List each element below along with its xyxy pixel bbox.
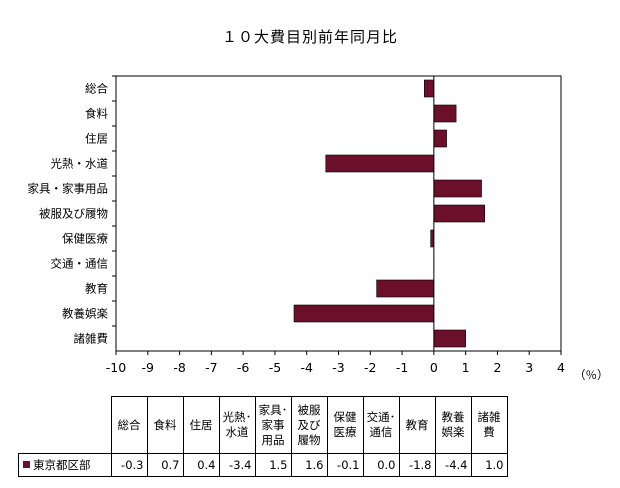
bar [376, 279, 435, 298]
bar [424, 79, 435, 98]
table-row: 東京都区部 -0.3 0.7 0.4 -3.4 1.5 1.6 -0.1 0.0 -1.8 -4.… [18, 453, 508, 477]
table-row-label: 東京都区部 [18, 453, 112, 477]
table-value-cell: -1.8 [398, 453, 436, 477]
table-header-text: 被服 [297, 402, 321, 417]
table-header-text: 履物 [297, 432, 321, 447]
table-header-text: 及び [297, 417, 321, 432]
table-header-cell: 保健 医療 [326, 396, 364, 454]
bar [293, 304, 435, 323]
series-name: 東京都区部 [33, 458, 91, 472]
x-tick-label: -6 [237, 360, 250, 375]
x-tick-label: 3 [525, 360, 533, 375]
table-value-cell: 1.6 [290, 453, 328, 477]
table-header-row: 総合 食料 住居 光熱･ 水道 家具･ 家事 用品 被服 及び 履物 保健 医療 交通･ 通信 教育 教養 娯楽諸… [18, 396, 508, 454]
x-tick-label: -7 [205, 360, 217, 375]
table-header-cell: 総合 [110, 396, 148, 454]
table-corner-cell [18, 396, 112, 454]
table-header-text: 用品 [261, 432, 285, 447]
category-label: 総合 [85, 82, 108, 96]
data-table: 総合 食料 住居 光熱･ 水道 家具･ 家事 用品 被服 及び 履物 保健 医療 交通･ 通信 教育 教養 娯楽諸… [18, 396, 508, 477]
category-label: 光熱・水道 [51, 157, 109, 171]
table-header-text: 交通･ [366, 410, 396, 424]
legend-swatch [23, 461, 30, 468]
table-value-cell: 0.7 [146, 453, 184, 477]
table-header-text: 水道 [225, 425, 249, 439]
table-header-cell: 教養 娯楽 [434, 396, 472, 454]
table-header-text: 食料 [153, 417, 177, 432]
x-tick-label: -9 [142, 360, 155, 375]
bar [433, 179, 482, 198]
table-header-cell: 被服 及び 履物 [290, 396, 328, 454]
x-tick-label: 2 [493, 360, 501, 375]
bar-chart: 総合食料住居光熱・水道家具・家事用品被服及び履物保健医療交通・通信教育教養娯楽諸… [28, 75, 609, 382]
table-header-cell: 交通･ 通信 [362, 396, 400, 454]
chart-title: １０大費目別前年同月比 [221, 28, 398, 46]
table-value-cell: -4.4 [434, 453, 472, 477]
bar [325, 154, 435, 173]
bar [433, 204, 486, 223]
table-header-text: 医療 [333, 425, 357, 439]
x-unit-label: （％） [574, 368, 609, 382]
table-value-cell: 1.0 [470, 453, 508, 477]
category-label: 教育 [85, 282, 108, 296]
table-header-text: 娯楽 [441, 425, 465, 439]
table-header-text: 光熱･ [222, 410, 252, 424]
category-label: 交通・通信 [51, 257, 109, 271]
x-tick-label: -1 [396, 360, 408, 375]
table-header-text: 家具･ [258, 402, 288, 417]
table-header-text: 教育 [405, 417, 429, 432]
table-header-text: 通信 [369, 425, 393, 439]
bar [433, 129, 447, 148]
x-tick-label: 4 [557, 360, 565, 375]
table-header-text: 教養 [441, 410, 465, 424]
x-tick-label: -2 [364, 360, 376, 375]
table-value-cell: 1.5 [254, 453, 292, 477]
x-tick-label: -4 [300, 360, 313, 375]
x-tick-label: 1 [462, 360, 470, 375]
table-value-cell: -0.3 [110, 453, 148, 477]
x-tick-label: -10 [106, 360, 126, 375]
category-label: 保健医療 [62, 232, 108, 246]
table-header-cell: 食料 [146, 396, 184, 454]
x-tick-label: -5 [269, 360, 281, 375]
category-label: 食料 [85, 107, 108, 121]
table-header-text: 保健 [333, 410, 357, 424]
table-header-cell: 光熱･ 水道 [218, 396, 256, 454]
x-tick-label: -8 [173, 360, 186, 375]
category-label: 諸雑費 [74, 332, 109, 346]
category-label: 家具・家事用品 [28, 182, 109, 196]
table-header-text: 住居 [189, 417, 213, 432]
bar [433, 329, 466, 348]
table-header-cell: 家具･ 家事 用品 [254, 396, 292, 454]
table-value-cell: -0.1 [326, 453, 364, 477]
table-value-cell: 0.0 [362, 453, 400, 477]
x-tick-label: 0 [430, 360, 438, 375]
category-label: 被服及び履物 [39, 207, 108, 221]
bar [433, 104, 457, 123]
table-value-cell: 0.4 [182, 453, 220, 477]
table-header-text: 費 [483, 425, 495, 439]
table-header-text: 家事 [261, 417, 285, 432]
table-header-text: 諸雑 [477, 410, 501, 424]
category-label: 教養娯楽 [62, 307, 108, 321]
table-header-cell: 諸雑費 [470, 396, 508, 454]
x-tick-label: -3 [332, 360, 344, 375]
category-label: 住居 [85, 132, 108, 146]
table-value-cell: -3.4 [218, 453, 256, 477]
table-header-cell: 住居 [182, 396, 220, 454]
table-header-cell: 教育 [398, 396, 436, 454]
table-header-text: 総合 [117, 417, 141, 432]
